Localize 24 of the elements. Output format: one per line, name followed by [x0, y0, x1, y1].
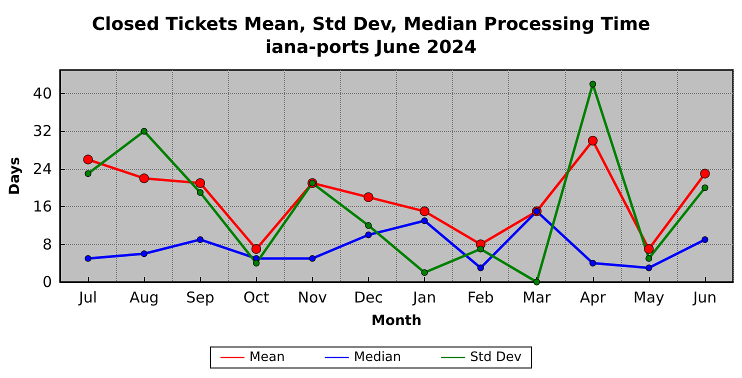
x-tick-label: Oct [243, 288, 270, 306]
x-tick-label: Nov [298, 288, 328, 306]
x-tick-label: Dec [354, 288, 383, 306]
x-tick-label: Apr [580, 288, 607, 306]
y-axis-title: Days [7, 156, 23, 196]
legend-label: Median [354, 350, 402, 365]
x-tick-label: Jul [78, 288, 98, 306]
y-tick-label: 24 [32, 160, 52, 178]
x-tick-label: Aug [129, 288, 159, 306]
x-axis-title: Month [371, 313, 422, 329]
x-tick-label: Feb [467, 288, 494, 306]
x-tick-label: Jun [692, 288, 717, 306]
y-tick-label: 0 [42, 273, 52, 291]
y-tick-label: 32 [32, 122, 52, 140]
y-tick-label: 16 [32, 198, 52, 216]
x-tick-label: Jan [412, 288, 436, 306]
chart-title: Closed Tickets Mean, Std Dev, Median Processing Time iana-ports June 2024 [92, 14, 650, 58]
legend-label: Mean [249, 350, 285, 365]
y-tick-label: 40 [32, 84, 52, 103]
y-tick-label: 8 [42, 235, 52, 254]
legend-label: Std Dev [470, 350, 522, 365]
x-tick-label: May [633, 288, 664, 306]
x-tick-label: Sep [186, 288, 214, 306]
x-tick-label: Mar [522, 288, 552, 306]
